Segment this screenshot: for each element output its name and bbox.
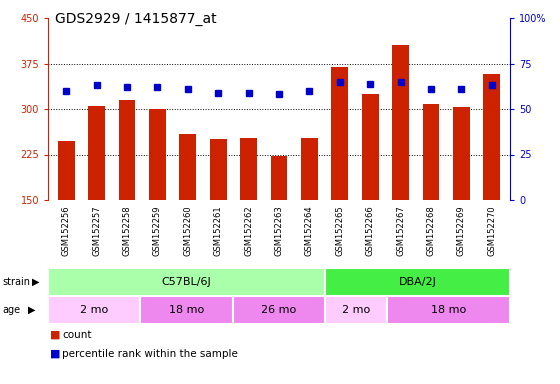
Bar <box>387 296 510 324</box>
Text: DBA/2J: DBA/2J <box>399 277 437 287</box>
Text: 18 mo: 18 mo <box>169 305 204 315</box>
Text: GSM152264: GSM152264 <box>305 205 314 256</box>
Bar <box>423 104 440 200</box>
Bar <box>240 138 257 200</box>
Text: GSM152261: GSM152261 <box>214 205 223 256</box>
Bar <box>149 109 166 200</box>
Text: ▶: ▶ <box>32 277 40 287</box>
Text: GSM152266: GSM152266 <box>366 205 375 256</box>
Bar <box>270 156 287 200</box>
Text: GSM152267: GSM152267 <box>396 205 405 256</box>
Bar <box>233 296 325 324</box>
Bar <box>48 296 141 324</box>
Text: GSM152256: GSM152256 <box>62 205 71 256</box>
Text: 26 mo: 26 mo <box>262 305 297 315</box>
Bar <box>332 66 348 200</box>
Text: age: age <box>2 305 20 315</box>
Text: GSM152258: GSM152258 <box>123 205 132 256</box>
Bar <box>179 134 196 200</box>
Text: GSM152262: GSM152262 <box>244 205 253 256</box>
Text: GSM152269: GSM152269 <box>457 205 466 256</box>
Text: ■: ■ <box>50 349 60 359</box>
Text: GSM152260: GSM152260 <box>183 205 192 256</box>
Bar <box>362 94 379 200</box>
Text: ▶: ▶ <box>28 305 35 315</box>
Text: GSM152270: GSM152270 <box>487 205 496 256</box>
Text: GDS2929 / 1415877_at: GDS2929 / 1415877_at <box>55 12 217 26</box>
Bar <box>119 100 136 200</box>
Text: GSM152268: GSM152268 <box>427 205 436 256</box>
Text: GSM152257: GSM152257 <box>92 205 101 256</box>
Bar <box>483 74 500 200</box>
Text: 2 mo: 2 mo <box>80 305 108 315</box>
Text: strain: strain <box>2 277 30 287</box>
Text: C57BL/6J: C57BL/6J <box>162 277 212 287</box>
Bar <box>325 296 387 324</box>
Bar <box>325 268 510 296</box>
Bar <box>58 141 74 200</box>
Text: GSM152263: GSM152263 <box>274 205 283 256</box>
Bar <box>301 138 318 200</box>
Bar <box>48 268 325 296</box>
Text: GSM152259: GSM152259 <box>153 205 162 256</box>
Bar <box>453 107 470 200</box>
Bar <box>210 139 227 200</box>
Text: GSM152265: GSM152265 <box>335 205 344 256</box>
Text: percentile rank within the sample: percentile rank within the sample <box>62 349 238 359</box>
Text: count: count <box>62 330 91 340</box>
Bar <box>141 296 233 324</box>
Bar <box>392 45 409 200</box>
Text: 2 mo: 2 mo <box>342 305 370 315</box>
Text: 18 mo: 18 mo <box>431 305 466 315</box>
Bar <box>88 106 105 200</box>
Text: ■: ■ <box>50 330 60 340</box>
